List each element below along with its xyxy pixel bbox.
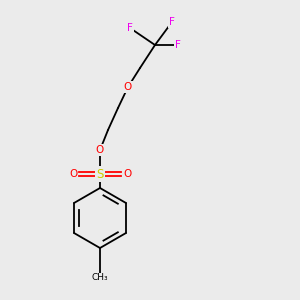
Text: O: O bbox=[123, 169, 131, 179]
Text: CH₃: CH₃ bbox=[92, 274, 108, 283]
Text: O: O bbox=[124, 82, 132, 92]
Text: S: S bbox=[96, 167, 104, 181]
Text: O: O bbox=[96, 145, 104, 155]
Text: F: F bbox=[169, 17, 175, 27]
Text: O: O bbox=[69, 169, 77, 179]
Text: F: F bbox=[127, 23, 133, 33]
Text: F: F bbox=[175, 40, 181, 50]
